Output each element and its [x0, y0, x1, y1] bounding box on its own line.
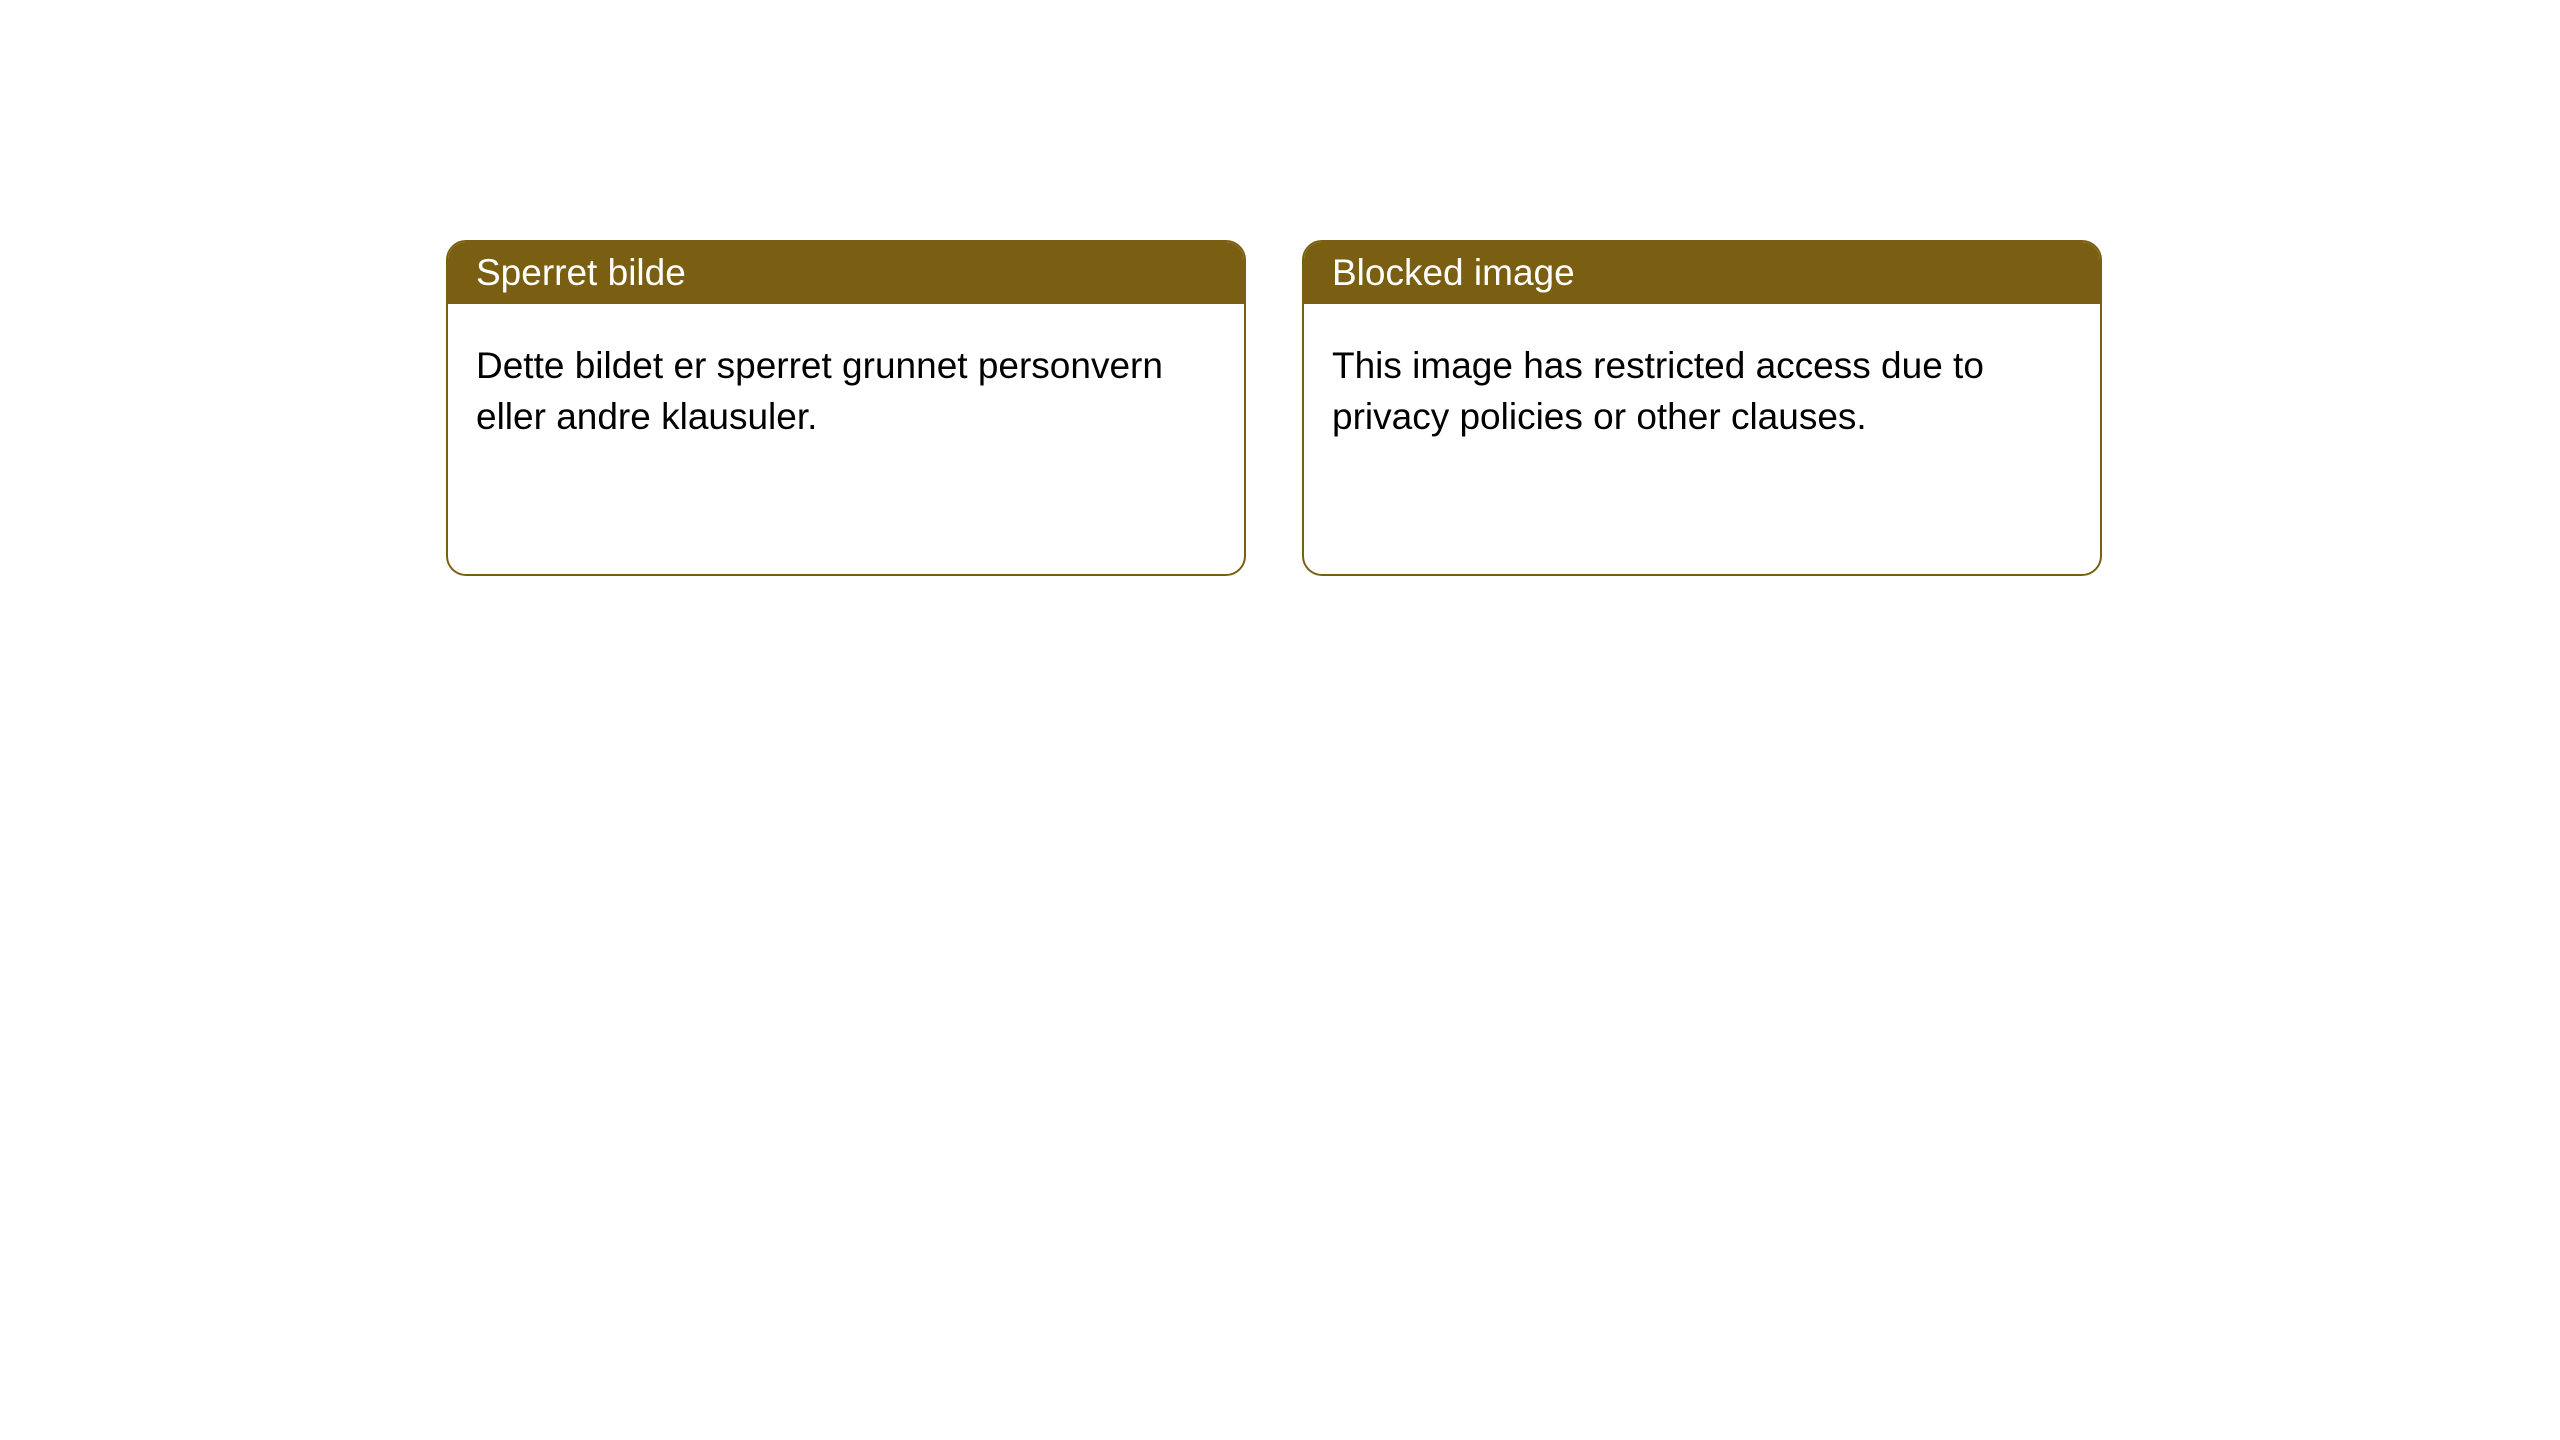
notice-body-norwegian: Dette bildet er sperret grunnet personve…	[448, 304, 1244, 574]
notice-title-norwegian: Sperret bilde	[448, 242, 1244, 304]
notice-body-english: This image has restricted access due to …	[1304, 304, 2100, 574]
notice-container: Sperret bilde Dette bildet er sperret gr…	[0, 0, 2560, 576]
notice-card-english: Blocked image This image has restricted …	[1302, 240, 2102, 576]
notice-title-english: Blocked image	[1304, 242, 2100, 304]
notice-card-norwegian: Sperret bilde Dette bildet er sperret gr…	[446, 240, 1246, 576]
